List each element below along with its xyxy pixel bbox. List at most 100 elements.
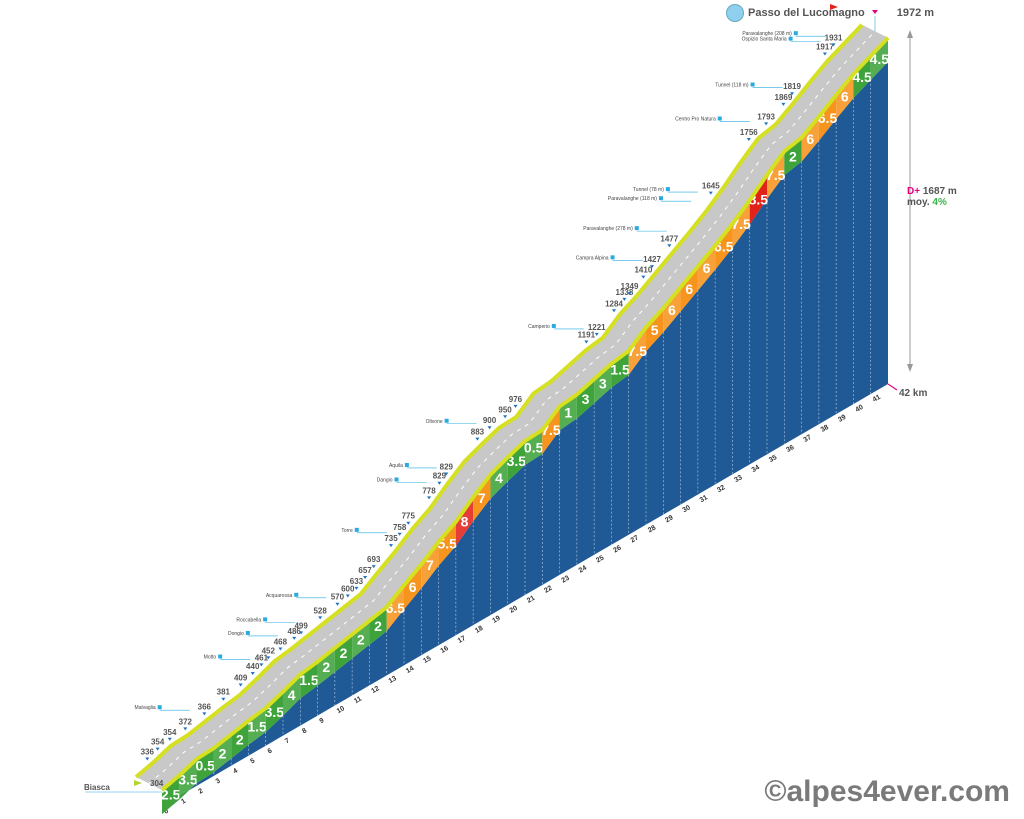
km-tick-label: 9 xyxy=(319,717,326,725)
elevation-marker-icon xyxy=(781,102,786,106)
km-tick-label: 41 xyxy=(872,394,882,404)
gradient-segment xyxy=(680,266,698,312)
elevation-label: 381 xyxy=(217,688,231,697)
gradient-segment xyxy=(784,137,802,176)
km-tick-label: 13 xyxy=(388,675,398,685)
gradient-segment xyxy=(352,620,370,659)
elevation-marker-icon xyxy=(292,636,297,640)
elevation-marker-icon xyxy=(389,544,394,548)
km-tick-label: 22 xyxy=(543,585,553,595)
gradient-label: 1.5 xyxy=(610,361,630,377)
gradient-label: 6 xyxy=(685,281,693,297)
km-tick-label: 34 xyxy=(751,464,761,474)
gradient-segment xyxy=(507,440,525,482)
elevation-marker-icon xyxy=(335,602,340,606)
gradient-label: 0.5 xyxy=(524,439,544,455)
place-icon xyxy=(294,592,299,597)
gradient-segment xyxy=(542,406,560,454)
start-name: Biasca xyxy=(84,783,110,792)
gradient-segment xyxy=(386,585,404,632)
gradient-segment xyxy=(179,759,197,800)
place-label: Motto xyxy=(204,655,217,661)
elevation-label: 366 xyxy=(198,702,212,711)
gradient-label: 1 xyxy=(564,404,572,420)
elevation-label: 778 xyxy=(422,486,436,495)
elevation-label: 657 xyxy=(358,566,372,575)
elevation-marker-icon xyxy=(822,52,827,56)
gradient-segment xyxy=(404,564,422,610)
gradient-label: 2 xyxy=(236,732,244,748)
elevation-marker-icon xyxy=(790,92,795,96)
elevation-label: 1756 xyxy=(740,128,758,137)
summit-marker-icon xyxy=(872,10,878,14)
gradient-segment xyxy=(265,691,283,733)
elevation-marker-icon xyxy=(397,532,402,536)
gradient-segment xyxy=(818,94,837,141)
gradient-segment xyxy=(870,37,888,80)
elevation-marker-icon xyxy=(363,575,368,579)
place-icon xyxy=(788,36,793,41)
km-tick-label: 33 xyxy=(733,474,743,484)
gradient-segment xyxy=(836,74,854,119)
elevation-marker-icon xyxy=(259,663,264,667)
place-label: Paravalanghe (208 m) xyxy=(742,31,792,37)
distance-marker xyxy=(887,383,898,391)
place-label: Dangio xyxy=(377,477,393,483)
road-edge-back xyxy=(134,23,864,779)
place-label: Camperio xyxy=(528,324,550,330)
gradient-segment xyxy=(646,308,664,352)
arrow-down-icon xyxy=(907,364,913,372)
elevation-marker-icon xyxy=(299,631,304,635)
elevation-label: 600 xyxy=(341,585,355,594)
elevation-marker-icon xyxy=(266,656,271,660)
elevation-marker-icon xyxy=(513,404,518,408)
gradient-label: 2 xyxy=(340,645,348,661)
elevation-marker-icon xyxy=(622,297,627,301)
place-label: Paravalanghe (118 m) xyxy=(608,196,657,202)
gradient-segment xyxy=(317,648,335,686)
place-icon xyxy=(218,654,223,659)
elevation-marker-icon xyxy=(354,586,359,590)
gradient-segment xyxy=(213,734,232,773)
elevation-marker-icon xyxy=(764,122,769,126)
elevation-marker-icon xyxy=(145,757,150,761)
elevation-marker-icon xyxy=(371,565,376,569)
road-centerline xyxy=(148,30,876,784)
elevation-marker-icon xyxy=(475,437,480,441)
elevation-marker-icon xyxy=(183,727,188,731)
elevation-marker-icon xyxy=(155,747,160,751)
gradient-label: 4 xyxy=(495,470,503,486)
elevation-label: 883 xyxy=(471,428,485,437)
elevation-label: 354 xyxy=(163,728,177,737)
place-icon xyxy=(263,617,268,622)
elevation-label: 1427 xyxy=(643,255,661,264)
gradient-segment xyxy=(334,634,353,673)
place-label: Tunnel (78 m) xyxy=(633,187,664,193)
gradient-segment xyxy=(455,497,474,546)
elevation-label: 499 xyxy=(294,621,308,630)
gradient-label: 6 xyxy=(668,302,676,318)
gradient-label: 2 xyxy=(322,659,330,675)
elevation-label: 1410 xyxy=(634,266,652,275)
elevation-label: 354 xyxy=(151,738,165,747)
gradient-label: 6 xyxy=(806,131,814,147)
watermark-credit: ©alpes4ever.com xyxy=(764,775,1010,808)
gradient-label: 1.5 xyxy=(299,672,319,688)
place-label: Roccabella xyxy=(236,617,261,623)
place-icon xyxy=(157,705,162,710)
km-tick-label: 17 xyxy=(457,635,467,645)
km-tick-label: 29 xyxy=(664,514,674,524)
gradient-segment xyxy=(576,379,595,419)
gradient-label: 4.5 xyxy=(852,69,872,85)
gradient-segment xyxy=(369,607,387,645)
gradient-label: 2 xyxy=(374,618,382,634)
gradient-segment xyxy=(715,223,733,270)
elevation-marker-icon xyxy=(594,332,599,336)
elevation-label: 1917 xyxy=(816,42,834,51)
place-icon xyxy=(404,462,409,467)
elevation-marker-icon xyxy=(641,275,646,279)
km-tick-label: 7 xyxy=(284,737,291,745)
elevation-label: 461 xyxy=(255,653,269,662)
km-tick-label: 38 xyxy=(820,424,830,434)
